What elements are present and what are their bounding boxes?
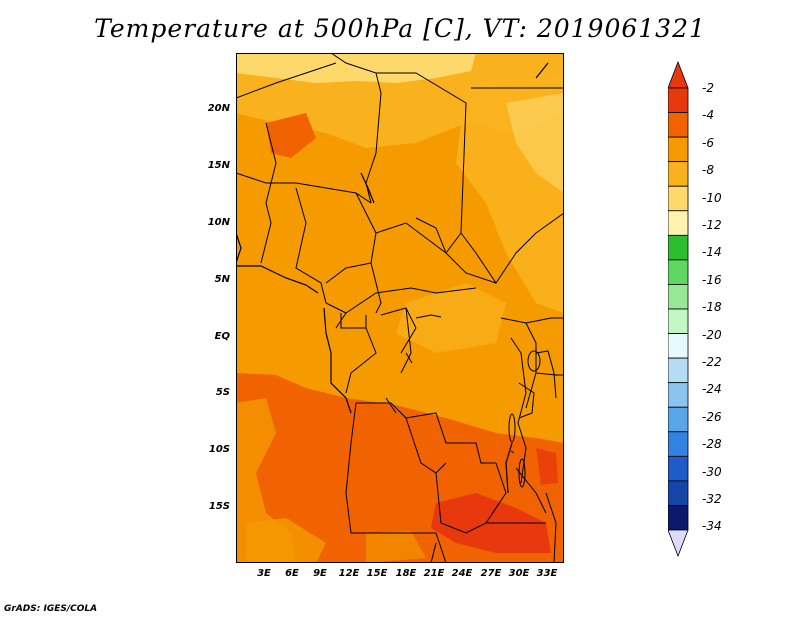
lon-label-12e: 12E — [338, 568, 360, 579]
lon-label-33e: 33E — [536, 568, 558, 579]
colorbar-segment — [668, 431, 689, 457]
colorbar — [668, 60, 689, 558]
contour-region-sw-minus6-b — [246, 518, 326, 563]
colorbar-segment — [668, 136, 689, 163]
colorbar-over-arrow — [668, 60, 689, 89]
colorbar-segment — [668, 382, 689, 408]
colorbar-label-minus8: -8 — [702, 163, 714, 177]
coastline — [236, 62, 549, 494]
colorbar-segment — [668, 455, 689, 482]
colorbar-label-minus28: -28 — [702, 437, 722, 451]
contour-region-central-minus8 — [396, 283, 506, 353]
map-frame — [236, 53, 564, 563]
lat-label-10s: 10S — [208, 444, 230, 455]
colorbar-segment — [668, 161, 689, 187]
lon-label-18e: 18E — [395, 568, 417, 579]
colorbar-label-minus10: -10 — [702, 191, 722, 205]
contour-region-ne-minus10 — [506, 93, 564, 193]
lon-label-30e: 30E — [508, 568, 530, 579]
colorbar-segment — [668, 406, 689, 433]
lon-label-6e: 6E — [285, 568, 299, 579]
contour-region-nw-minus4 — [266, 113, 316, 158]
colorbar-segment — [668, 333, 689, 359]
colorbar-label-minus4: -4 — [702, 108, 714, 122]
colorbar-segment — [668, 480, 689, 506]
lon-label-21e: 21E — [423, 568, 445, 579]
colorbar-label-minus6: -6 — [702, 136, 714, 150]
country-borders — [236, 53, 564, 563]
colorbar-segment — [668, 185, 689, 212]
credit-label: GrADS: IGES/COLA — [4, 604, 98, 614]
colorbar-segment — [668, 357, 689, 384]
map-panel — [236, 53, 564, 563]
lakes — [405, 314, 541, 488]
lon-label-9e: 9E — [313, 568, 327, 579]
colorbar-label-minus18: -18 — [702, 300, 722, 314]
lon-label-3e: 3E — [257, 568, 271, 579]
colorbar-label-minus16: -16 — [702, 273, 722, 287]
lat-label-20n: 20N — [207, 103, 230, 114]
lat-label-15n: 15N — [207, 160, 230, 171]
contour-region-s-minus6 — [366, 531, 426, 563]
colorbar-segment — [668, 259, 689, 285]
colorbar-segment — [668, 210, 689, 236]
colorbar-label-minus22: -22 — [702, 355, 722, 369]
colorbar-segment — [668, 234, 689, 261]
lon-label-24e: 24E — [451, 568, 473, 579]
colorbar-label-minus12: -12 — [702, 218, 722, 232]
lat-label-15s: 15S — [208, 501, 230, 512]
chart-title: Temperature at 500hPa [C], VT: 201906132… — [94, 14, 706, 43]
colorbar-segment — [668, 284, 689, 310]
colorbar-label-minus24: -24 — [702, 382, 722, 396]
contour-region-minus10 — [236, 53, 476, 83]
colorbar-label-minus26: -26 — [702, 410, 722, 424]
lat-label-5n: 5N — [214, 274, 230, 285]
colorbar-label-minus2: -2 — [702, 81, 714, 95]
colorbar-label-minus20: -20 — [702, 328, 722, 342]
lat-label-eq: EQ — [214, 331, 230, 342]
lat-label-10n: 10N — [207, 217, 230, 228]
contour-region-e-minus2 — [536, 448, 558, 485]
colorbar-label-minus30: -30 — [702, 465, 722, 479]
colorbar-label-minus34: -34 — [702, 519, 722, 533]
colorbar-label-minus14: -14 — [702, 245, 722, 259]
lon-label-27e: 27E — [480, 568, 502, 579]
lon-label-15e: 15E — [366, 568, 388, 579]
colorbar-segment — [668, 112, 689, 138]
colorbar-segment — [668, 87, 689, 113]
colorbar-segment — [668, 308, 689, 334]
colorbar-under-arrow — [668, 529, 689, 558]
colorbar-segment — [668, 505, 689, 531]
lat-label-5s: 5S — [215, 387, 230, 398]
colorbar-label-minus32: -32 — [702, 492, 722, 506]
contour-region-sw-minus6 — [236, 398, 296, 563]
map-svg — [236, 53, 564, 563]
